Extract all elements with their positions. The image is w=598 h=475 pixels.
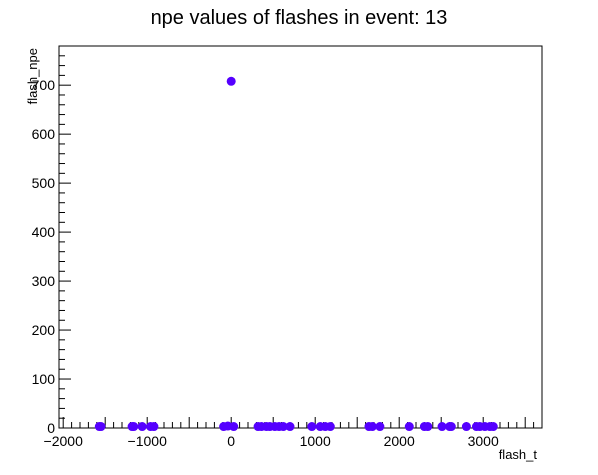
y-axis-label: flash_npe: [25, 48, 40, 104]
x-tick-label: 1000: [300, 433, 331, 449]
data-point: [488, 422, 498, 432]
data-point: [423, 422, 433, 432]
data-point: [325, 422, 335, 432]
x-tick-label: −2000: [44, 433, 84, 449]
data-point: [307, 422, 317, 432]
data-point: [375, 422, 385, 432]
data-point: [404, 422, 414, 432]
data-point: [149, 422, 159, 432]
x-axis-label: flash_t: [499, 447, 538, 462]
y-tick-label: 0: [47, 420, 55, 436]
y-tick-label: 100: [32, 371, 56, 387]
y-tick-label: 500: [32, 175, 56, 191]
data-point: [285, 422, 295, 432]
data-point: [229, 422, 239, 432]
y-tick-label: 400: [32, 224, 56, 240]
x-tick-label: 2000: [384, 433, 415, 449]
data-point: [437, 422, 447, 432]
chart-title: npe values of flashes in event: 13: [151, 7, 448, 29]
data-point: [367, 422, 377, 432]
y-tick-label: 700: [32, 77, 56, 93]
x-tick-label: 0: [227, 433, 235, 449]
data-point: [446, 422, 456, 432]
data-points: [94, 76, 498, 432]
y-tick-label: 200: [32, 322, 56, 338]
data-point: [137, 422, 147, 432]
y-tick-label: 600: [32, 126, 56, 142]
x-tick-label: −1000: [128, 433, 168, 449]
y-axis: 0 100 200 300 400 500 600 700: [32, 45, 71, 436]
data-point: [461, 422, 471, 432]
data-point: [96, 422, 106, 432]
data-point: [226, 76, 236, 86]
data-point: [129, 422, 139, 432]
plot-frame: [58, 45, 543, 429]
x-axis: −2000 −1000 0 1000 2000 3000: [44, 417, 543, 449]
x-tick-label: 3000: [468, 433, 499, 449]
data-point: [278, 422, 288, 432]
y-tick-label: 300: [32, 273, 56, 289]
